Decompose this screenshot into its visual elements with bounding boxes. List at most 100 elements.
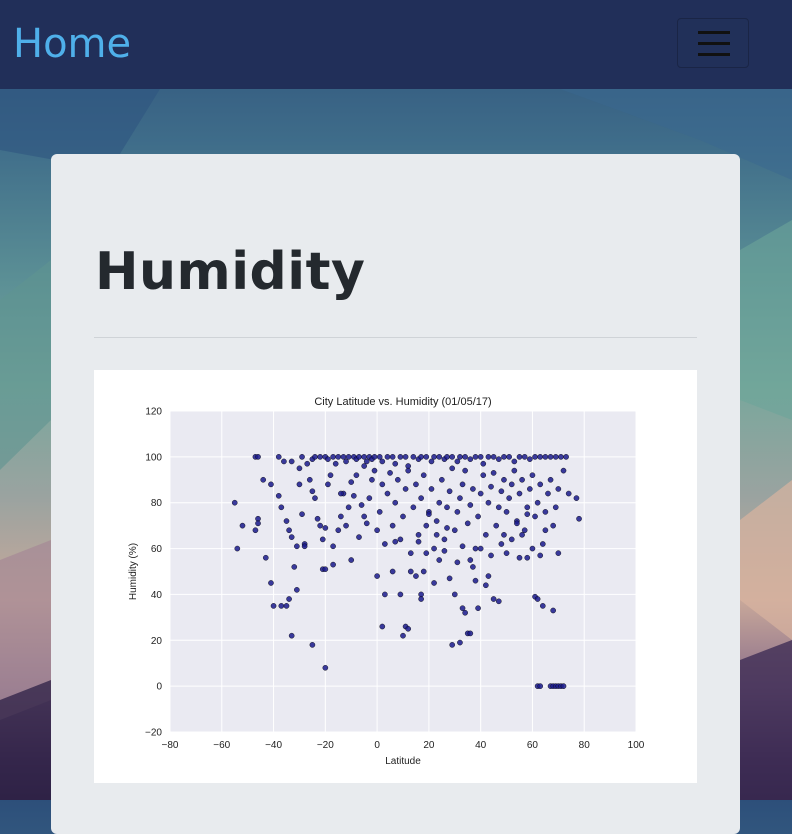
data-point: [534, 596, 541, 602]
data-point: [529, 472, 536, 478]
data-point: [345, 454, 352, 460]
data-point: [278, 504, 285, 511]
y-tick-label: 20: [151, 636, 163, 647]
data-point: [467, 630, 474, 637]
x-tick-label: 0: [374, 740, 380, 751]
data-point: [527, 486, 533, 492]
menu-toggle-button[interactable]: [677, 18, 749, 68]
data-point: [436, 557, 443, 563]
data-point: [516, 454, 523, 460]
data-point: [423, 550, 430, 556]
data-point: [431, 580, 437, 586]
data-point: [436, 454, 443, 460]
data-point: [436, 499, 443, 506]
data-point: [516, 554, 523, 561]
brand-home-link[interactable]: Home: [13, 21, 132, 67]
data-point: [345, 504, 352, 511]
data-point: [451, 527, 458, 534]
data-point: [317, 454, 323, 460]
data-point: [555, 550, 562, 556]
data-point: [301, 543, 308, 550]
data-point: [454, 458, 461, 465]
data-point: [485, 499, 492, 506]
data-point: [407, 568, 414, 575]
data-point: [521, 527, 528, 534]
data-point: [524, 554, 531, 561]
data-point: [459, 605, 466, 611]
data-point: [441, 536, 448, 543]
data-point: [306, 476, 313, 483]
data-point: [565, 490, 572, 497]
data-point: [288, 632, 295, 639]
data-point: [278, 603, 285, 609]
data-point: [413, 481, 419, 488]
data-point: [268, 481, 274, 488]
data-point: [361, 454, 367, 460]
data-point: [335, 454, 342, 460]
data-point: [309, 642, 316, 648]
data-point: [371, 467, 378, 474]
data-point: [361, 463, 367, 469]
data-point: [428, 486, 435, 492]
data-point: [413, 573, 419, 579]
data-point: [477, 490, 484, 497]
data-point: [418, 495, 424, 501]
data-point: [330, 543, 336, 550]
data-point: [501, 532, 507, 538]
data-point: [314, 515, 321, 522]
data-point: [376, 454, 383, 460]
data-point: [467, 456, 474, 462]
data-point: [395, 476, 401, 483]
y-tick-labels: −20 0 20 40 60 80 100 120: [145, 407, 162, 739]
y-tick-label: 60: [151, 544, 163, 555]
data-point: [338, 490, 344, 497]
data-point: [470, 486, 476, 492]
data-point: [363, 520, 370, 527]
data-point: [503, 509, 510, 515]
data-point: [358, 502, 365, 508]
x-axis-label: Latitude: [385, 756, 421, 767]
data-point: [288, 458, 295, 465]
plot-area: [170, 411, 636, 732]
data-point: [433, 532, 440, 538]
data-point: [483, 582, 489, 589]
x-tick-label: −60: [213, 740, 230, 751]
data-point: [376, 509, 383, 515]
data-point: [511, 467, 518, 474]
y-axis-label: Humidity (%): [128, 543, 139, 600]
data-point: [275, 493, 282, 499]
data-point: [490, 454, 497, 460]
y-tick-label: 40: [151, 590, 163, 601]
data-point: [490, 470, 497, 476]
data-point: [410, 454, 417, 460]
data-point: [501, 454, 507, 460]
data-point: [532, 454, 538, 460]
data-point: [560, 683, 567, 689]
data-point: [361, 513, 367, 520]
data-point: [511, 458, 518, 465]
data-point: [444, 504, 450, 511]
data-point: [542, 527, 549, 534]
data-point: [498, 541, 505, 547]
data-point: [441, 548, 448, 554]
data-point: [451, 591, 458, 598]
data-point: [550, 522, 556, 529]
data-point: [410, 504, 417, 511]
data-point: [322, 664, 329, 671]
data-point: [488, 552, 494, 559]
data-point: [480, 460, 487, 467]
data-point: [542, 454, 549, 460]
data-point: [288, 534, 295, 540]
data-point: [389, 568, 396, 575]
data-point: [472, 545, 479, 552]
data-point: [493, 522, 500, 529]
background-polygons: [0, 89, 792, 800]
x-tick-label: −20: [317, 740, 334, 751]
data-point: [296, 481, 303, 488]
page-title: Humidity: [95, 242, 366, 302]
data-point: [449, 465, 455, 472]
data-point: [405, 467, 411, 474]
data-point: [490, 596, 497, 602]
data-point: [462, 609, 468, 616]
data-point: [387, 470, 393, 476]
